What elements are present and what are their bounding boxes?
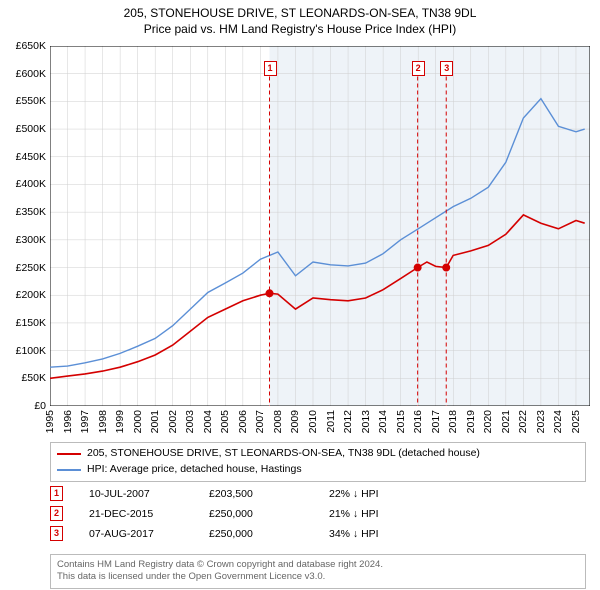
x-axis-label: 2012: [342, 410, 354, 433]
legend-swatch: [57, 469, 81, 471]
event-price: £250,000: [209, 508, 329, 520]
x-axis-label: 2018: [447, 410, 459, 433]
x-axis-label: 2011: [325, 410, 337, 433]
y-axis-label: £550K: [0, 95, 46, 107]
y-axis-label: £650K: [0, 40, 46, 52]
y-axis-label: £500K: [0, 123, 46, 135]
legend: 205, STONEHOUSE DRIVE, ST LEONARDS-ON-SE…: [50, 442, 586, 482]
chart-subtitle: Price paid vs. HM Land Registry's House …: [0, 22, 600, 38]
x-axis-label: 2000: [132, 410, 144, 433]
y-axis-label: £250K: [0, 262, 46, 274]
chart-svg: [50, 46, 590, 406]
event-diff: 34% ↓ HPI: [329, 528, 379, 540]
y-axis-label: £400K: [0, 178, 46, 190]
event-row: 3 07-AUG-2017£250,00034% ↓ HPI: [50, 526, 586, 541]
x-axis-label: 2014: [377, 410, 389, 433]
x-axis-label: 1995: [44, 410, 56, 433]
y-axis-label: £50K: [0, 372, 46, 384]
x-axis-label: 2008: [272, 410, 284, 433]
x-axis-label: 2002: [167, 410, 179, 433]
legend-entry: 205, STONEHOUSE DRIVE, ST LEONARDS-ON-SE…: [57, 446, 579, 462]
x-axis-label: 2003: [184, 410, 196, 433]
x-axis-label: 2020: [482, 410, 494, 433]
x-axis-label: 2007: [254, 410, 266, 433]
footnote-line: This data is licensed under the Open Gov…: [57, 571, 579, 583]
event-date: 07-AUG-2017: [89, 528, 209, 540]
y-axis-label: £150K: [0, 317, 46, 329]
y-axis-label: £600K: [0, 68, 46, 80]
y-axis-label: £200K: [0, 289, 46, 301]
x-axis-label: 2016: [412, 410, 424, 433]
x-axis-label: 1998: [97, 410, 109, 433]
x-axis-label: 2025: [570, 410, 582, 433]
x-axis-label: 1996: [62, 410, 74, 433]
event-price: £203,500: [209, 488, 329, 500]
event-marker-label: 1: [264, 61, 277, 76]
x-axis-label: 1997: [79, 410, 91, 433]
x-axis-label: 2010: [307, 410, 319, 433]
x-axis-label: 1999: [114, 410, 126, 433]
x-axis-label: 2019: [465, 410, 477, 433]
y-axis-label: £300K: [0, 234, 46, 246]
footnote: Contains HM Land Registry data © Crown c…: [50, 554, 586, 589]
x-axis-label: 2006: [237, 410, 249, 433]
footnote-line: Contains HM Land Registry data © Crown c…: [57, 559, 579, 571]
chart-plot: £0£50K£100K£150K£200K£250K£300K£350K£400…: [50, 46, 590, 406]
y-axis-label: £0: [0, 400, 46, 412]
x-axis-label: 2024: [552, 410, 564, 433]
y-axis-label: £350K: [0, 206, 46, 218]
y-axis-label: £100K: [0, 345, 46, 357]
legend-label: HPI: Average price, detached house, Hast…: [87, 462, 302, 478]
x-axis-label: 2001: [149, 410, 161, 433]
x-axis-label: 2009: [289, 410, 301, 433]
y-axis-label: £450K: [0, 151, 46, 163]
event-price: £250,000: [209, 528, 329, 540]
x-axis-label: 2021: [500, 410, 512, 433]
x-axis-label: 2004: [202, 410, 214, 433]
event-row-marker: 3: [50, 526, 63, 541]
event-row-marker: 2: [50, 506, 63, 521]
event-marker-label: 3: [440, 61, 453, 76]
x-axis-label: 2005: [219, 410, 231, 433]
legend-label: 205, STONEHOUSE DRIVE, ST LEONARDS-ON-SE…: [87, 446, 480, 462]
event-diff: 22% ↓ HPI: [329, 488, 379, 500]
event-diff: 21% ↓ HPI: [329, 508, 379, 520]
event-date: 21-DEC-2015: [89, 508, 209, 520]
event-row: 2 21-DEC-2015£250,00021% ↓ HPI: [50, 506, 586, 521]
legend-swatch: [57, 453, 81, 455]
event-row: 1 10-JUL-2007£203,50022% ↓ HPI: [50, 486, 586, 501]
legend-entry: HPI: Average price, detached house, Hast…: [57, 462, 579, 478]
chart-title: 205, STONEHOUSE DRIVE, ST LEONARDS-ON-SE…: [0, 6, 600, 22]
event-row-marker: 1: [50, 486, 63, 501]
x-axis-label: 2013: [360, 410, 372, 433]
event-marker-label: 2: [412, 61, 425, 76]
event-date: 10-JUL-2007: [89, 488, 209, 500]
x-axis-label: 2015: [395, 410, 407, 433]
x-axis-label: 2022: [517, 410, 529, 433]
x-axis-label: 2023: [535, 410, 547, 433]
x-axis-label: 2017: [430, 410, 442, 433]
